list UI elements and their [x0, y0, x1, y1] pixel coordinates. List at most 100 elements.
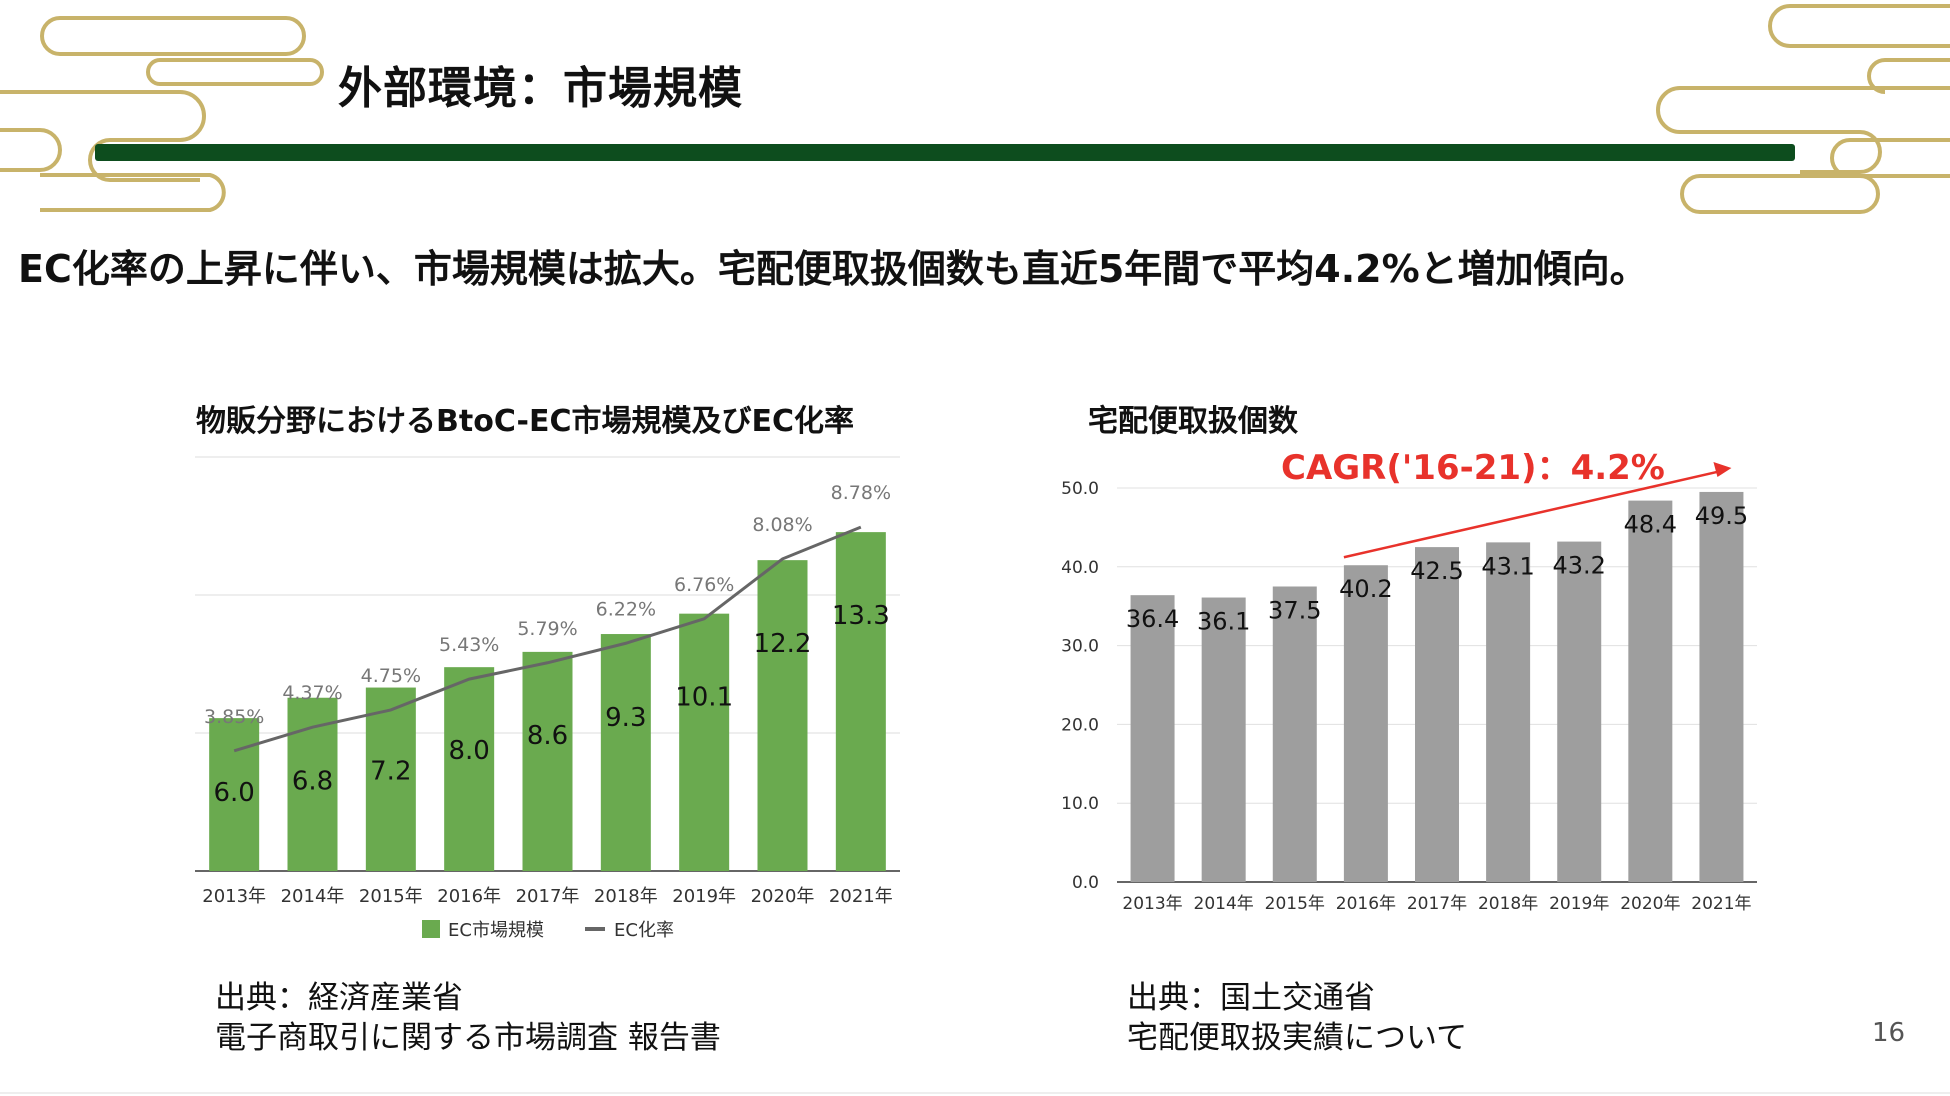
- parcel-x-tick: 2021年: [1691, 894, 1751, 914]
- ec-rate-label: 8.08%: [752, 514, 812, 536]
- ec-rate-label: 4.75%: [361, 665, 421, 687]
- ec-bar-label: 6.8: [292, 767, 333, 797]
- ec-x-tick: 2018年: [594, 886, 658, 907]
- ec-chart-source: 出典：経済産業省 電子商取引に関する市場調査 報告書: [215, 978, 721, 1058]
- cloud-line-left-2: [0, 90, 206, 182]
- ec-bar: [600, 634, 651, 871]
- ec-bar-label: 12.2: [754, 629, 812, 659]
- cloud-line-right-1: [1768, 4, 1950, 48]
- legend-ec-rate: EC化率: [614, 920, 674, 941]
- cloud-line-right-2: [1656, 86, 1950, 174]
- parcel-y-tick: 10.0: [1061, 794, 1099, 814]
- cloud-line-left-4: [0, 128, 62, 172]
- cagr-annotation: CAGR('16-21)：4.2%: [1281, 448, 1665, 488]
- parcel-chart-title: 宅配便取扱個数: [1088, 404, 1298, 439]
- parcel-bar: [1557, 541, 1602, 882]
- parcel-x-tick: 2014年: [1194, 894, 1254, 914]
- parcel-chart-source: 出典：国土交通省 宅配便取扱実績について: [1127, 978, 1467, 1058]
- parcel-bar-label: 36.4: [1126, 605, 1179, 633]
- parcel-bar: [1699, 491, 1744, 882]
- ec-bar-label: 8.6: [527, 721, 568, 751]
- ec-bar-label: 6.0: [213, 778, 254, 808]
- parcel-bar-label: 40.2: [1339, 575, 1392, 603]
- parcel-x-tick: 2016年: [1336, 894, 1396, 914]
- ec-bar: [209, 718, 260, 871]
- ec-rate-label: 5.79%: [517, 618, 577, 640]
- ec-market-chart: 6.0 2013年 6.8 2014年 7.2 2015年 8.0 2016年 8.6 2017年…: [195, 456, 900, 941]
- ec-x-tick: 2017年: [516, 886, 580, 907]
- ec-x-tick: 2021年: [829, 886, 893, 907]
- ec-rate-label: 3.85%: [204, 706, 264, 728]
- ec-source-line-1: 出典：経済産業省: [215, 980, 463, 1016]
- parcel-x-tick: 2020年: [1620, 894, 1680, 914]
- parcel-y-tick: 0.0: [1072, 873, 1099, 893]
- title-bar: [95, 144, 1795, 161]
- ec-x-tick: 2015年: [359, 886, 423, 907]
- ec-chart-title: 物販分野におけるBtoC-EC市場規模及びEC化率: [196, 404, 854, 439]
- cagr-arrow-line: [1343, 469, 1722, 559]
- ec-x-tick: 2016年: [437, 886, 501, 907]
- parcel-bar-label: 42.5: [1410, 557, 1463, 585]
- parcel-source-line-1: 出典：国土交通省: [1127, 980, 1375, 1016]
- ec-x-tick: 2013年: [202, 886, 266, 907]
- parcel-y-tick: 30.0: [1061, 637, 1099, 657]
- ec-rate-label: 4.37%: [282, 682, 342, 704]
- parcel-bar-label: 37.5: [1268, 597, 1321, 625]
- parcel-chart: 0.0 10.0 20.0 30.0 40.0 50.0 36.4 2013年 36.1 2014…: [1061, 448, 1757, 914]
- parcel-x-tick: 2018年: [1478, 894, 1538, 914]
- ec-bar: [522, 651, 573, 871]
- cloud-line-left-1: [40, 16, 306, 56]
- ec-x-tick: 2019年: [672, 886, 736, 907]
- parcel-x-tick: 2019年: [1549, 894, 1609, 914]
- parcel-source-line-2: 宅配便取扱実績について: [1127, 1020, 1468, 1056]
- ec-rate-line: [233, 525, 862, 753]
- ec-bar: [444, 667, 495, 871]
- parcel-bar: [1628, 500, 1673, 882]
- ec-bar: [757, 560, 808, 871]
- page-title: 外部環境：市場規模: [338, 63, 743, 114]
- parcel-bar-label: 48.4: [1624, 511, 1677, 539]
- legend-swatch-ec-market: [422, 920, 440, 938]
- parcel-bar: [1272, 586, 1317, 882]
- parcel-y-tick: 40.0: [1061, 558, 1099, 578]
- ec-bar-label: 13.3: [832, 601, 890, 631]
- ec-bar: [835, 532, 886, 871]
- ec-rate-label: 6.76%: [674, 574, 734, 596]
- ec-rate-label: 8.78%: [831, 482, 891, 504]
- ec-bar-label: 10.1: [675, 683, 733, 713]
- ec-bar-label: 7.2: [370, 757, 411, 787]
- parcel-bar-label: 36.1: [1197, 608, 1250, 636]
- parcel-bar-label: 49.5: [1695, 502, 1748, 530]
- parcel-bar: [1130, 595, 1175, 882]
- cloud-line-left-3: [146, 58, 324, 86]
- ec-bar: [365, 687, 416, 871]
- ec-bar-label: 8.0: [448, 736, 489, 766]
- cloud-line-right-3: [1867, 58, 1950, 94]
- parcel-y-tick: 50.0: [1061, 479, 1099, 499]
- parcel-bar: [1486, 542, 1531, 882]
- parcel-x-tick: 2015年: [1265, 894, 1325, 914]
- ec-bar: [679, 613, 730, 871]
- parcel-x-tick: 2017年: [1407, 894, 1467, 914]
- cagr-arrow-head: [1713, 461, 1732, 477]
- legend-ec-market: EC市場規模: [448, 920, 544, 941]
- parcel-bar: [1415, 547, 1459, 882]
- ec-source-line-2: 電子商取引に関する市場調査 報告書: [215, 1020, 721, 1056]
- parcel-bar-label: 43.2: [1553, 552, 1606, 580]
- ec-rate-label: 6.22%: [596, 598, 656, 620]
- ec-bar-label: 9.3: [605, 703, 646, 733]
- headline: EC化率の上昇に伴い、市場規模は拡大。宅配便取扱個数も直近5年間で平均4.2%と…: [18, 247, 1648, 291]
- ec-x-tick: 2014年: [281, 886, 345, 907]
- parcel-bar: [1201, 597, 1246, 882]
- parcel-y-tick: 20.0: [1061, 715, 1099, 735]
- bottom-divider: [0, 1092, 1950, 1094]
- ec-x-tick: 2020年: [751, 886, 815, 907]
- parcel-x-tick: 2013年: [1122, 894, 1182, 914]
- parcel-bar-label: 43.1: [1481, 552, 1534, 580]
- cloud-line-right-5: [1680, 174, 1880, 214]
- page-number: 16: [1872, 1018, 1906, 1048]
- header-decoration: [0, 4, 1950, 214]
- parcel-bar: [1343, 565, 1388, 882]
- cloud-line-left-5: [40, 173, 226, 212]
- ec-rate-label: 5.43%: [439, 634, 499, 656]
